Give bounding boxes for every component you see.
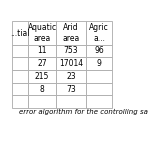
Bar (28, 95, 56, 108)
Bar (12, 70, 28, 83)
Text: 23: 23 (66, 72, 76, 81)
Text: 27: 27 (37, 59, 47, 68)
Bar (28, 45, 56, 57)
Bar (86, 95, 112, 108)
Text: Aquatic
area: Aquatic area (27, 23, 57, 43)
Bar (86, 45, 112, 57)
Text: Agric
a...: Agric a... (89, 23, 109, 43)
Text: error algorithm for the controlling sa: error algorithm for the controlling sa (19, 109, 148, 115)
Bar (56, 57, 86, 70)
Bar (86, 70, 112, 83)
Bar (12, 83, 28, 95)
Bar (28, 83, 56, 95)
Text: 8: 8 (40, 85, 44, 94)
Bar (56, 83, 86, 95)
Text: 11: 11 (37, 46, 47, 55)
Text: 9: 9 (97, 59, 101, 68)
Text: 753: 753 (64, 46, 78, 55)
Bar (12, 57, 28, 70)
Text: 17014: 17014 (59, 59, 83, 68)
Bar (86, 57, 112, 70)
Bar (12, 21, 28, 45)
Bar (28, 57, 56, 70)
Bar (86, 21, 112, 45)
Bar (28, 70, 56, 83)
Text: 96: 96 (94, 46, 104, 55)
Text: Arid
area: Arid area (62, 23, 80, 43)
Bar (12, 45, 28, 57)
Bar (56, 21, 86, 45)
Bar (86, 83, 112, 95)
Bar (56, 95, 86, 108)
Bar (56, 45, 86, 57)
Bar (28, 21, 56, 45)
Bar (56, 70, 86, 83)
Text: 73: 73 (66, 85, 76, 94)
Text: 215: 215 (35, 72, 49, 81)
Bar (12, 95, 28, 108)
Text: ...tial: ...tial (10, 28, 30, 38)
